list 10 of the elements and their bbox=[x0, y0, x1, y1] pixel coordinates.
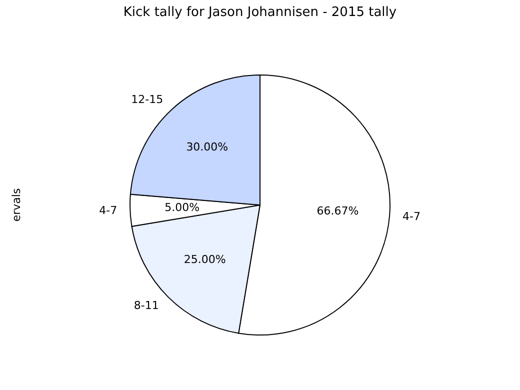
data-label: 66.67% bbox=[316, 204, 359, 218]
data-label: 5.00% bbox=[164, 201, 200, 214]
slice-label: 8-11 bbox=[134, 299, 159, 312]
slice-label: 4-7 bbox=[402, 210, 420, 223]
text: ervals bbox=[10, 188, 23, 222]
data-label: 25.00% bbox=[184, 253, 226, 266]
slice-label: 12-15 bbox=[131, 92, 164, 106]
chart-title: Kick tally for Jason Johannisen - 2015 tally bbox=[123, 5, 397, 20]
data-label: 30.00% bbox=[186, 140, 228, 154]
slice-label: 4-7 bbox=[99, 204, 118, 217]
